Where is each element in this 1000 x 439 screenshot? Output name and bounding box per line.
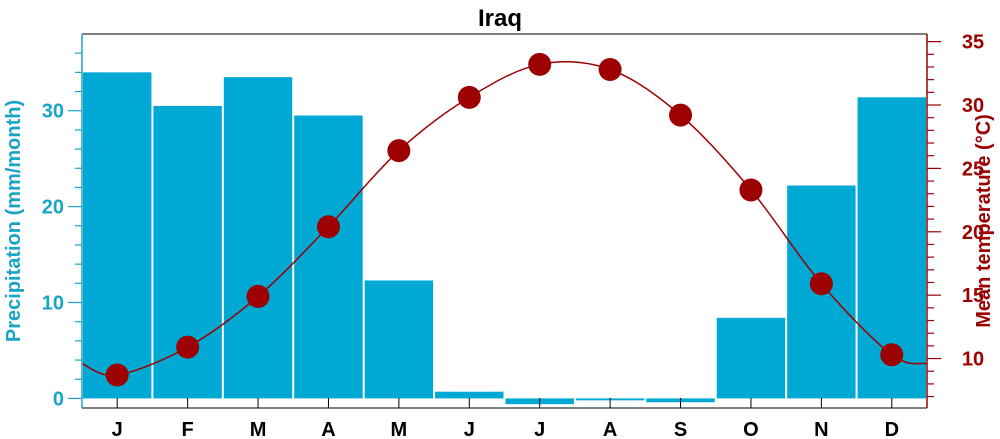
precipitation-bar (223, 77, 293, 399)
y-left-tick-label: 30 (42, 101, 64, 123)
x-tick-label: M (391, 419, 408, 439)
temperature-point (316, 215, 340, 239)
y-axis-left-label: Precipitation (mm/month) (3, 100, 25, 342)
y-right-tick-label: 20 (962, 222, 984, 244)
x-tick-label: D (885, 419, 899, 439)
y-axis-right-label: Mean temperature (°C) (973, 114, 995, 328)
temperature-line (81, 52, 928, 387)
x-tick-label: J (112, 419, 123, 439)
y-right-tick-label: 35 (962, 32, 984, 54)
precipitation-bar (83, 72, 152, 399)
temperature-point (880, 343, 904, 367)
temperature-point (669, 103, 693, 127)
temperature-point (739, 178, 763, 202)
y-right-tick-label: 30 (962, 95, 984, 117)
y-left-tick-label: 20 (42, 197, 64, 219)
x-tick-label: N (814, 419, 828, 439)
x-tick-label: M (250, 419, 267, 439)
precipitation-bars (83, 72, 926, 405)
temperature-point (105, 363, 129, 387)
x-tick-label: A (321, 419, 335, 439)
temperature-point (598, 57, 622, 81)
x-tick-label: J (534, 419, 545, 439)
x-tick-label: S (674, 419, 687, 439)
temperature-point (246, 284, 270, 308)
temperature-point (176, 335, 200, 359)
x-tick-label: A (603, 419, 617, 439)
temperature-point (528, 52, 552, 76)
y-right-tick-label: 10 (962, 349, 984, 371)
precipitation-bar (364, 280, 434, 399)
precipitation-bar (294, 115, 363, 399)
y-left-tick-label: 10 (42, 293, 64, 315)
axes: 0 10 20 30 10 15 20 25 30 35 J F M A M J J A S O N D (42, 32, 984, 439)
temperature-point (457, 85, 481, 109)
y-left-tick-label: 0 (53, 388, 64, 410)
temperature-point (387, 139, 411, 163)
precipitation-bar (435, 391, 504, 399)
temperature-curve (81, 61, 928, 377)
x-tick-label: O (743, 419, 759, 439)
x-tick-label: J (464, 419, 475, 439)
chart-title: Iraq (478, 5, 522, 32)
temperature-point (809, 272, 833, 296)
y-right-tick-label: 25 (962, 158, 984, 180)
y-right-tick-label: 15 (962, 285, 984, 307)
x-tick-label: F (182, 419, 194, 439)
precipitation-bar (716, 317, 786, 399)
